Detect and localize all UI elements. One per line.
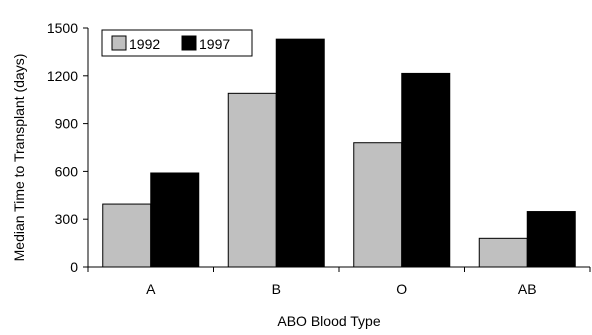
y-tick-label: 1200 [47,68,78,84]
bar-1997-AB [526,211,576,268]
legend-label-1992: 1992 [129,36,160,52]
legend-swatch-1997 [181,35,197,51]
bar-1992-AB [478,237,528,268]
y-tick-label: 900 [55,116,79,132]
x-tick-label: AB [518,281,537,297]
bar-1997-O [401,72,451,268]
x-tick-label: A [146,281,156,297]
y-axis-title: Median Time to Transplant (days) [11,54,27,262]
x-axis-title: ABO Blood Type [277,313,380,329]
legend-label-1997: 1997 [199,36,230,52]
y-tick-label: 0 [70,259,78,275]
legend-swatch-1992 [111,35,127,51]
x-tick-label: O [396,281,407,297]
bar-1992-O [353,142,403,268]
y-tick-label: 300 [55,211,79,227]
bar-1992-B [227,92,277,268]
bar-1997-B [275,38,325,268]
y-tick-label: 600 [55,163,79,179]
bar-1997-A [150,172,200,268]
y-tick-label: 1500 [47,20,78,36]
bar-1992-A [102,203,152,268]
legend-box [101,29,253,57]
x-tick-label: B [272,281,281,297]
